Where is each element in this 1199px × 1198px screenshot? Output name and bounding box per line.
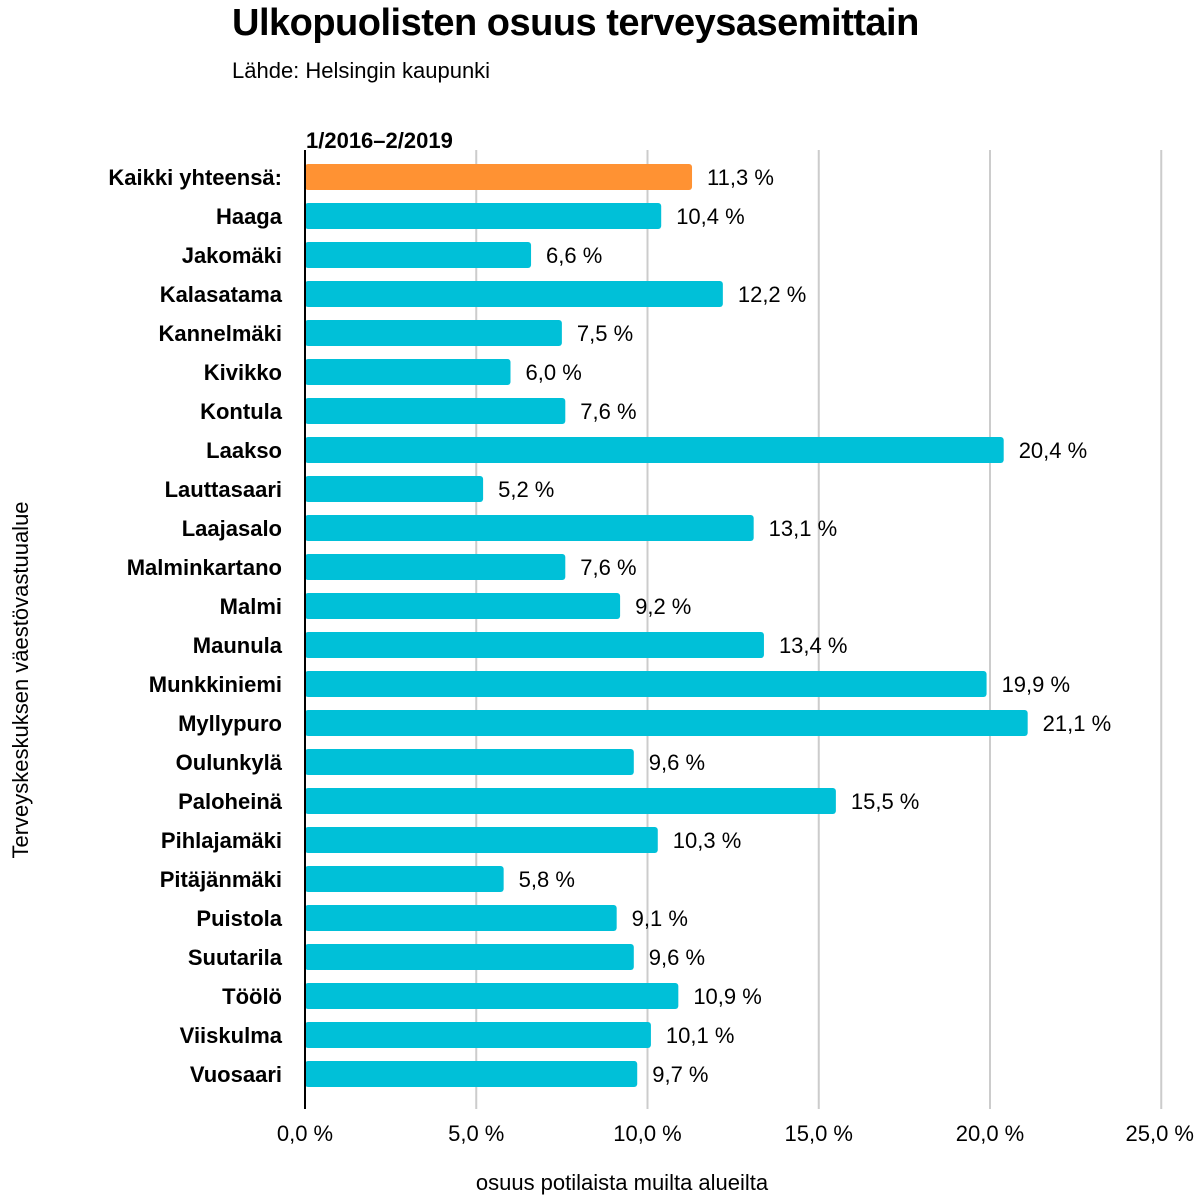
value-label: 13,1 % <box>769 516 838 541</box>
value-label: 6,6 % <box>546 243 602 268</box>
chart-subtitle: Lähde: Helsingin kaupunki <box>232 58 491 83</box>
chart-title: Ulkopuolisten osuus terveysasemittain <box>232 2 919 44</box>
category-label: Paloheinä <box>178 789 283 814</box>
category-label: Pitäjänmäki <box>160 867 282 892</box>
bar <box>305 905 617 931</box>
bar <box>305 437 1004 463</box>
value-label: 9,6 % <box>649 945 705 970</box>
bar <box>305 320 562 346</box>
x-tick-label: 20,0 % <box>956 1121 1025 1146</box>
bar <box>305 866 504 892</box>
category-label: Vuosaari <box>190 1062 282 1087</box>
value-label: 9,7 % <box>652 1062 708 1087</box>
bar <box>305 203 662 229</box>
x-tick-label: 25,0 % <box>1126 1121 1195 1146</box>
category-label: Laajasalo <box>182 516 282 541</box>
bar <box>305 749 634 775</box>
x-axis-title: osuus potilaista muilta alueilta <box>476 1170 769 1195</box>
value-label: 20,4 % <box>1019 438 1087 463</box>
category-label: Oulunkylä <box>176 750 283 775</box>
bar <box>305 1061 638 1087</box>
bar <box>305 827 658 853</box>
bar <box>305 944 634 970</box>
bar <box>305 164 693 190</box>
value-label: 10,3 % <box>673 828 742 853</box>
value-label: 10,4 % <box>676 204 745 229</box>
value-label: 9,6 % <box>649 750 705 775</box>
category-label: Kalasatama <box>160 282 283 307</box>
category-label: Puistola <box>196 906 282 931</box>
value-label: 10,9 % <box>693 984 762 1009</box>
x-tick-labels: 0,0 % 5,0 % 10,0 % 15,0 % 20,0 % 25,0 % <box>277 1121 1194 1146</box>
bar <box>305 242 532 268</box>
value-label: 12,2 % <box>738 282 807 307</box>
category-label: Maunula <box>193 633 283 658</box>
x-tick-label: 5,0 % <box>448 1121 504 1146</box>
category-label: Suutarila <box>188 945 283 970</box>
category-label: Haaga <box>216 204 283 229</box>
bar <box>305 281 723 307</box>
bar <box>305 554 566 580</box>
category-label: Töölö <box>222 984 282 1009</box>
value-label: 7,6 % <box>580 399 636 424</box>
bar <box>305 788 836 814</box>
value-label: 21,1 % <box>1043 711 1112 736</box>
x-tick-label: 15,0 % <box>785 1121 854 1146</box>
category-label: Munkkiniemi <box>149 672 282 697</box>
value-label: 13,4 % <box>779 633 848 658</box>
value-label: 5,2 % <box>498 477 554 502</box>
bar <box>305 359 511 385</box>
bar <box>305 671 987 697</box>
value-label: 7,5 % <box>577 321 633 346</box>
bar <box>305 476 484 502</box>
period-label: 1/2016–2/2019 <box>306 128 453 153</box>
category-label: Pihlajamäki <box>161 828 282 853</box>
category-label: Malmi <box>220 594 282 619</box>
x-tick-label: 0,0 % <box>277 1121 333 1146</box>
value-label: 6,0 % <box>526 360 582 385</box>
category-label: Kaikki yhteensä: <box>108 165 282 190</box>
bar <box>305 515 754 541</box>
value-label: 19,9 % <box>1002 672 1070 697</box>
value-label: 9,2 % <box>635 594 691 619</box>
bars <box>305 164 1028 1087</box>
gridlines <box>475 150 1163 1109</box>
y-axis-title: Terveyskeskuksen väestövastuualue <box>8 501 33 858</box>
category-label: Malminkartano <box>127 555 282 580</box>
value-label: 7,6 % <box>580 555 636 580</box>
bar <box>305 398 566 424</box>
x-tick-label: 10,0 % <box>613 1121 682 1146</box>
category-label: Jakomäki <box>182 243 282 268</box>
category-label: Kontula <box>200 399 283 424</box>
value-label: 11,3 % <box>707 165 774 190</box>
value-labels: 11,3 % 10,4 % 6,6 % 12,2 % 7,5 % 6,0 % 7,6 % 20… <box>498 165 1111 1087</box>
bar <box>305 710 1028 736</box>
category-label: Kannelmäki <box>159 321 283 346</box>
category-label: Laakso <box>206 438 282 463</box>
category-label: Viiskulma <box>180 1023 283 1048</box>
value-label: 9,1 % <box>632 906 688 931</box>
category-label: Myllypuro <box>178 711 282 736</box>
bar <box>305 593 621 619</box>
value-label: 10,1 % <box>666 1023 735 1048</box>
value-label: 15,5 % <box>851 789 920 814</box>
category-label: Kivikko <box>204 360 282 385</box>
bar <box>305 983 679 1009</box>
bar <box>305 632 764 658</box>
category-labels: Kaikki yhteensä: Haaga Jakomäki Kalasatama K… <box>108 165 282 1087</box>
category-label: Lauttasaari <box>165 477 282 502</box>
value-label: 5,8 % <box>519 867 575 892</box>
bar <box>305 1022 651 1048</box>
